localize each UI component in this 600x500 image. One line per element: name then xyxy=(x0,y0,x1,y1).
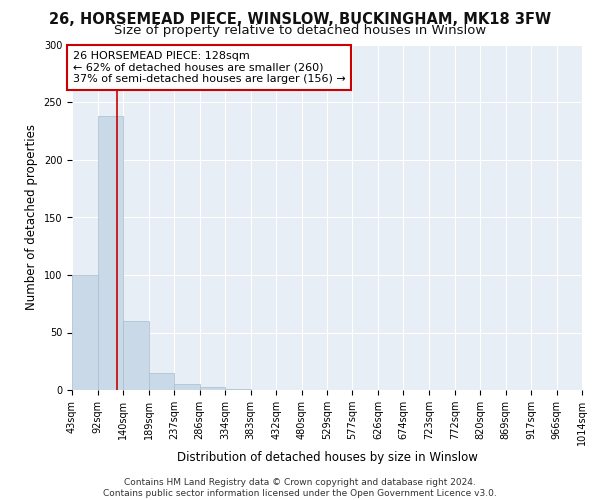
Bar xyxy=(225,389,251,390)
Text: 26 HORSEMEAD PIECE: 128sqm
← 62% of detached houses are smaller (260)
37% of sem: 26 HORSEMEAD PIECE: 128sqm ← 62% of deta… xyxy=(73,50,346,84)
X-axis label: Distribution of detached houses by size in Winslow: Distribution of detached houses by size … xyxy=(176,450,478,464)
Bar xyxy=(72,275,98,390)
Y-axis label: Number of detached properties: Number of detached properties xyxy=(25,124,38,310)
Bar xyxy=(200,386,225,390)
Text: 26, HORSEMEAD PIECE, WINSLOW, BUCKINGHAM, MK18 3FW: 26, HORSEMEAD PIECE, WINSLOW, BUCKINGHAM… xyxy=(49,12,551,28)
Text: Contains HM Land Registry data © Crown copyright and database right 2024.
Contai: Contains HM Land Registry data © Crown c… xyxy=(103,478,497,498)
Text: Size of property relative to detached houses in Winslow: Size of property relative to detached ho… xyxy=(114,24,486,37)
Bar xyxy=(174,384,200,390)
Bar xyxy=(98,116,123,390)
Bar xyxy=(123,321,149,390)
Bar xyxy=(149,373,174,390)
